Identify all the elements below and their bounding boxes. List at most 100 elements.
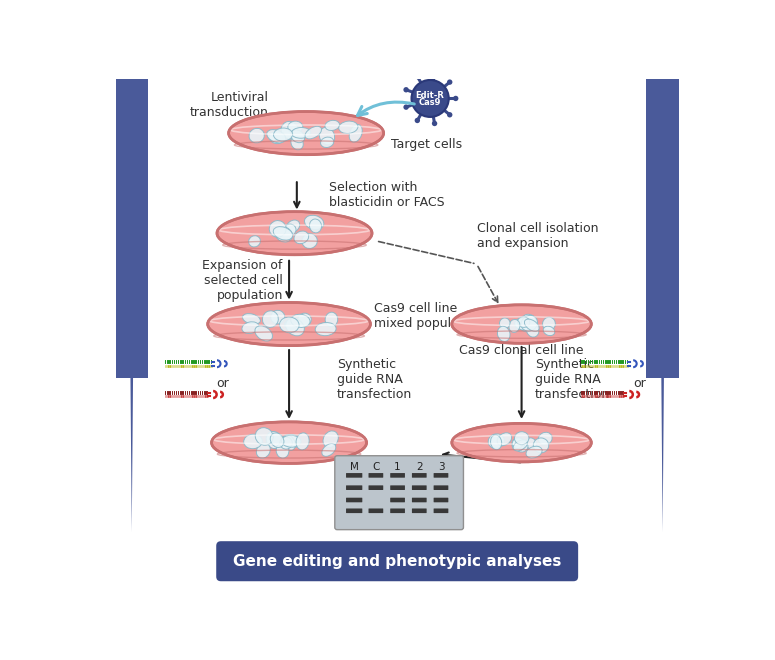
Ellipse shape (267, 129, 286, 143)
Polygon shape (104, 0, 160, 532)
FancyBboxPatch shape (391, 485, 405, 490)
Polygon shape (646, 0, 679, 378)
Ellipse shape (526, 446, 542, 458)
Polygon shape (635, 0, 691, 189)
Text: C: C (372, 461, 380, 471)
Polygon shape (635, 0, 691, 360)
Ellipse shape (309, 219, 322, 233)
Ellipse shape (283, 435, 295, 451)
Ellipse shape (274, 226, 293, 240)
Ellipse shape (270, 433, 284, 447)
Ellipse shape (488, 434, 505, 448)
Polygon shape (646, 0, 679, 96)
Circle shape (447, 79, 453, 85)
Ellipse shape (543, 326, 555, 335)
Ellipse shape (291, 130, 305, 143)
Ellipse shape (229, 112, 384, 154)
Ellipse shape (280, 437, 292, 449)
Circle shape (432, 121, 437, 126)
FancyArrowPatch shape (357, 102, 415, 115)
FancyBboxPatch shape (346, 498, 363, 502)
FancyBboxPatch shape (391, 508, 405, 513)
Ellipse shape (305, 215, 324, 230)
Ellipse shape (326, 312, 338, 327)
Ellipse shape (257, 443, 270, 458)
FancyBboxPatch shape (434, 485, 448, 490)
Polygon shape (115, 0, 148, 96)
Ellipse shape (208, 302, 370, 346)
Text: Synthetic
guide RNA
transfection: Synthetic guide RNA transfection (535, 358, 610, 401)
Ellipse shape (281, 434, 301, 448)
Ellipse shape (249, 128, 264, 143)
Ellipse shape (286, 318, 305, 336)
Circle shape (415, 74, 420, 79)
Text: Synthetic
guide RNA
transfection: Synthetic guide RNA transfection (337, 358, 412, 401)
Ellipse shape (452, 305, 591, 343)
Ellipse shape (243, 434, 263, 449)
Text: Gene editing and phenotypic analyses: Gene editing and phenotypic analyses (233, 554, 561, 569)
Ellipse shape (533, 438, 549, 453)
Ellipse shape (255, 428, 274, 446)
Ellipse shape (291, 136, 303, 150)
Ellipse shape (521, 315, 538, 331)
Text: Lentiviral
transduction: Lentiviral transduction (190, 90, 269, 119)
Polygon shape (635, 0, 691, 532)
Ellipse shape (243, 314, 260, 324)
Ellipse shape (249, 236, 260, 247)
Ellipse shape (315, 323, 336, 336)
Text: 2: 2 (416, 461, 422, 471)
Ellipse shape (525, 438, 536, 449)
FancyBboxPatch shape (412, 508, 426, 513)
Ellipse shape (291, 127, 311, 138)
Text: Cas9: Cas9 (419, 98, 441, 107)
Ellipse shape (286, 220, 300, 232)
Circle shape (403, 104, 408, 110)
FancyBboxPatch shape (216, 541, 578, 581)
Ellipse shape (274, 128, 293, 141)
Circle shape (453, 96, 458, 101)
Ellipse shape (296, 433, 309, 450)
Ellipse shape (305, 126, 322, 139)
Circle shape (447, 112, 453, 117)
Polygon shape (646, 0, 679, 206)
Ellipse shape (350, 125, 362, 142)
Ellipse shape (212, 422, 367, 463)
FancyBboxPatch shape (346, 473, 363, 478)
Ellipse shape (513, 440, 528, 451)
Ellipse shape (512, 438, 525, 451)
FancyBboxPatch shape (412, 485, 426, 490)
Circle shape (415, 117, 420, 123)
Ellipse shape (263, 311, 278, 327)
Ellipse shape (542, 317, 556, 331)
Ellipse shape (515, 432, 529, 445)
FancyBboxPatch shape (335, 455, 463, 529)
Ellipse shape (525, 319, 539, 331)
Ellipse shape (323, 431, 339, 447)
FancyBboxPatch shape (434, 498, 448, 502)
FancyBboxPatch shape (369, 485, 383, 490)
Ellipse shape (520, 319, 537, 332)
Ellipse shape (255, 326, 273, 341)
Ellipse shape (322, 444, 336, 456)
Polygon shape (115, 0, 148, 206)
Ellipse shape (288, 121, 303, 133)
Ellipse shape (281, 121, 298, 139)
Text: 1: 1 (394, 461, 401, 471)
Ellipse shape (281, 436, 301, 447)
Ellipse shape (325, 120, 339, 131)
FancyBboxPatch shape (434, 508, 448, 513)
Text: or: or (633, 377, 646, 390)
Ellipse shape (302, 234, 317, 248)
Polygon shape (115, 0, 148, 378)
Circle shape (432, 71, 437, 76)
Ellipse shape (319, 127, 335, 145)
Ellipse shape (291, 314, 310, 327)
Ellipse shape (321, 137, 334, 147)
Circle shape (412, 80, 449, 117)
Ellipse shape (452, 424, 591, 462)
Ellipse shape (266, 432, 282, 449)
Ellipse shape (298, 313, 312, 326)
FancyBboxPatch shape (391, 473, 405, 478)
Ellipse shape (491, 435, 501, 449)
Text: Expansion of
selected cell
population: Expansion of selected cell population (202, 259, 283, 302)
